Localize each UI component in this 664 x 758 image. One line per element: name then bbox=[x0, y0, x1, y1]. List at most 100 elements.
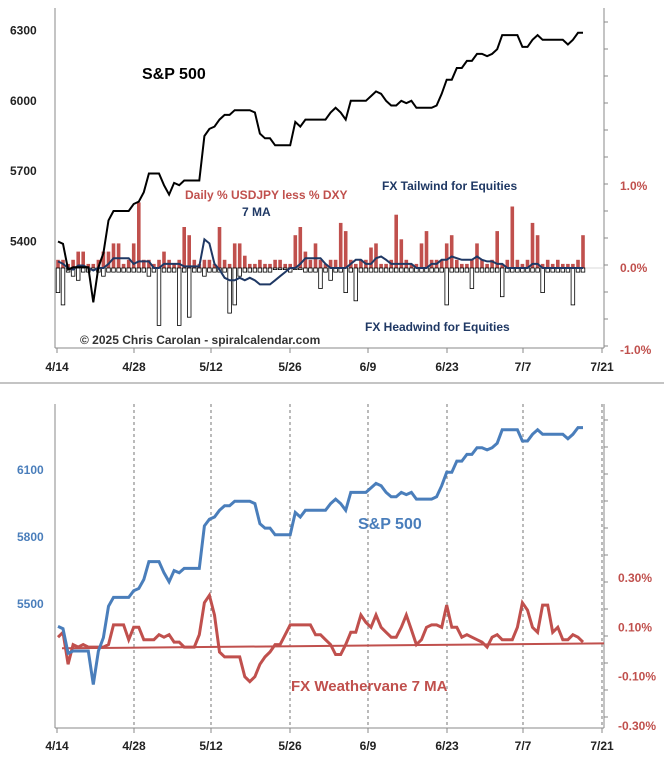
bottom-x-tick: 7/21 bbox=[590, 739, 614, 753]
fx-bar-negative bbox=[222, 267, 227, 273]
fx-bar-positive bbox=[439, 259, 444, 268]
fx-bar-negative bbox=[171, 267, 177, 273]
top-right-tick: 0.0% bbox=[620, 261, 648, 275]
fx-bar-positive bbox=[545, 259, 550, 268]
fx-bar-positive bbox=[157, 259, 161, 268]
fx-bar-positive bbox=[187, 235, 191, 268]
fx-bar-positive bbox=[449, 235, 454, 268]
fx-bar-negative bbox=[404, 267, 409, 273]
fx-bar-positive bbox=[308, 259, 313, 268]
top-left-tick: 5400 bbox=[10, 234, 37, 248]
fx-bar-negative bbox=[484, 267, 490, 273]
fx-bar-positive bbox=[248, 263, 252, 268]
fx-bar-positive bbox=[263, 263, 267, 268]
top-x-tick: 4/14 bbox=[45, 360, 69, 374]
fx-bar-positive bbox=[444, 243, 449, 268]
spx-label-bottom: S&P 500 bbox=[358, 516, 422, 533]
fx-bar-positive bbox=[530, 222, 535, 268]
fx-bar-positive bbox=[147, 259, 151, 268]
bottom-x-tick: 4/14 bbox=[45, 739, 69, 753]
fx-bar-positive bbox=[192, 259, 197, 268]
fx-bar-positive bbox=[91, 263, 96, 268]
top-x-tick: 5/12 bbox=[199, 360, 223, 374]
fx-bar-negative bbox=[131, 267, 136, 273]
spx-label-top: S&P 500 bbox=[142, 66, 206, 83]
fx-bar-positive bbox=[338, 222, 343, 268]
fx-bar-negative bbox=[358, 267, 364, 273]
fx-bar-negative bbox=[434, 267, 439, 273]
fx-bar-negative bbox=[232, 267, 237, 306]
fx-bar-positive bbox=[182, 227, 186, 268]
fx-bar-negative bbox=[409, 267, 414, 273]
fx-bar-positive bbox=[576, 259, 580, 268]
fx-bar-positive bbox=[152, 263, 156, 268]
fx-line bbox=[56, 591, 585, 684]
fx-bar-negative bbox=[469, 267, 475, 289]
fx-bar-negative bbox=[267, 267, 273, 273]
top-x-tick: 6/9 bbox=[360, 360, 377, 374]
fx-bar-positive bbox=[288, 263, 292, 268]
fx-bar-negative bbox=[126, 267, 131, 273]
bottom-left-tick: 5500 bbox=[17, 597, 44, 611]
fx-bar-positive bbox=[56, 259, 60, 268]
fx-bar-positive bbox=[374, 243, 378, 268]
fx-bar-negative bbox=[303, 267, 308, 273]
fx-bar-negative bbox=[146, 267, 152, 277]
fx-bar-negative bbox=[277, 267, 283, 271]
fx-bar-positive bbox=[227, 263, 232, 268]
fx-bar-positive bbox=[273, 259, 277, 268]
fx-bar-positive bbox=[535, 235, 540, 268]
fx-bar-negative bbox=[313, 267, 318, 273]
fx-bar-positive bbox=[323, 263, 328, 268]
fx-bar-negative bbox=[328, 267, 333, 281]
fx-bar-positive bbox=[106, 251, 111, 268]
fx-bar-positive bbox=[116, 243, 121, 268]
fx-bar-positive bbox=[253, 263, 257, 268]
bottom-right-tick: -0.10% bbox=[618, 670, 656, 684]
fx-bar-positive bbox=[202, 259, 207, 268]
fx-bar-positive bbox=[500, 263, 504, 268]
fx-bar-negative bbox=[353, 267, 358, 302]
fx-bar-positive bbox=[495, 231, 499, 268]
fx-bar-positive bbox=[162, 251, 166, 268]
fx-bar-negative bbox=[530, 267, 535, 273]
fx-bar-positive bbox=[525, 259, 530, 268]
top-x-tick: 7/7 bbox=[515, 360, 532, 374]
fx-bar-negative bbox=[348, 267, 353, 273]
fx-bar-positive bbox=[207, 259, 212, 268]
fx-bar-positive bbox=[81, 251, 85, 268]
fx-bar-negative bbox=[161, 267, 167, 273]
fx-bar-negative bbox=[166, 267, 172, 273]
spx-line-bottom bbox=[57, 426, 583, 685]
fx-bar-positive bbox=[550, 263, 555, 268]
fx-bar-negative bbox=[106, 267, 111, 273]
top-x-tick: 4/28 bbox=[122, 360, 146, 374]
fx-bar-negative bbox=[388, 267, 394, 273]
copyright: © 2025 Chris Carolan - spiralcalendar.co… bbox=[80, 333, 320, 347]
fx-bar-positive bbox=[212, 263, 217, 268]
fx-bar-negative bbox=[197, 267, 202, 273]
fx-bar-negative bbox=[570, 267, 576, 306]
fx-bar-positive bbox=[71, 259, 75, 268]
fx-bar-positive bbox=[343, 231, 348, 268]
bottom-x-tick: 5/26 bbox=[278, 739, 302, 753]
fx-bar-negative bbox=[121, 267, 126, 273]
fx-bar-positive bbox=[485, 263, 489, 268]
fx-bar-negative bbox=[262, 267, 268, 273]
fx-bar-positive bbox=[379, 263, 383, 268]
bottom-x-tick: 6/9 bbox=[360, 739, 377, 753]
bottom-left-tick: 6100 bbox=[17, 463, 44, 477]
chart-top: 6300 6000 5700 5400 1.0% 0.0% -1.0% 4/14 4/28 5… bbox=[10, 8, 652, 374]
top-x-tick: 6/23 bbox=[435, 360, 459, 374]
fx-bar-positive bbox=[581, 235, 585, 268]
fx-bar-negative bbox=[212, 267, 217, 273]
fx-bar-negative bbox=[55, 267, 61, 294]
fx-bar-negative bbox=[363, 267, 369, 273]
fx-bar-positive bbox=[298, 227, 303, 268]
fx-bar-positive bbox=[556, 259, 560, 268]
fx-bar-positive bbox=[424, 231, 429, 268]
fx-bar-positive bbox=[460, 263, 464, 268]
fx-bar-positive bbox=[399, 239, 404, 268]
fx-bar-positive bbox=[96, 259, 101, 268]
